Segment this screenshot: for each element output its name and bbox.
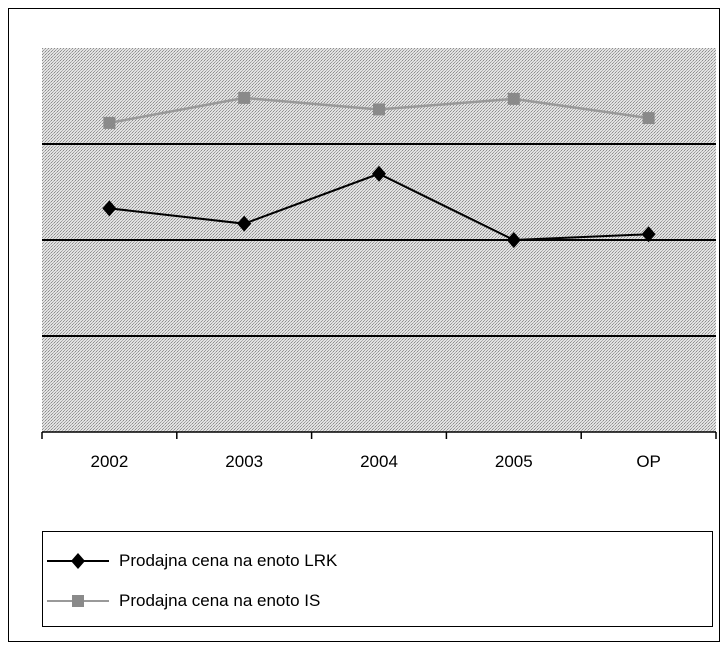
legend-swatch-is (47, 595, 109, 607)
x-tick-label-3: 2005 (495, 452, 533, 471)
point-1-0 (103, 116, 116, 129)
legend-entry-lrk: Prodajna cena na enoto LRK (43, 546, 337, 576)
point-0-3 (506, 232, 521, 248)
point-0-1 (237, 215, 252, 232)
gridlines (42, 143, 716, 337)
legend: Prodajna cena na enoto LRK Prodajna cena… (42, 531, 713, 627)
legend-label-lrk: Prodajna cena na enoto LRK (119, 551, 338, 570)
x-tick-labels: 2002 2003 2004 2005 OP (90, 452, 660, 471)
point-0-0 (102, 200, 117, 217)
series-markers (102, 91, 656, 248)
x-tick-label-4: OP (636, 452, 661, 471)
point-1-2 (373, 103, 385, 116)
point-0-4 (641, 226, 656, 243)
point-1-1 (238, 91, 251, 104)
point-0-2 (372, 165, 386, 182)
point-1-3 (507, 92, 520, 105)
legend-entry-is: Prodajna cena na enoto IS (43, 586, 320, 616)
point-1-4 (642, 112, 655, 125)
legend-label-is: Prodajna cena na enoto IS (119, 591, 321, 610)
x-tick-label-0: 2002 (90, 452, 128, 471)
x-axis (41, 431, 717, 439)
x-tick-label-1: 2003 (225, 452, 263, 471)
legend-swatch-lrk (47, 553, 109, 569)
x-tick-label-2: 2004 (360, 452, 398, 471)
